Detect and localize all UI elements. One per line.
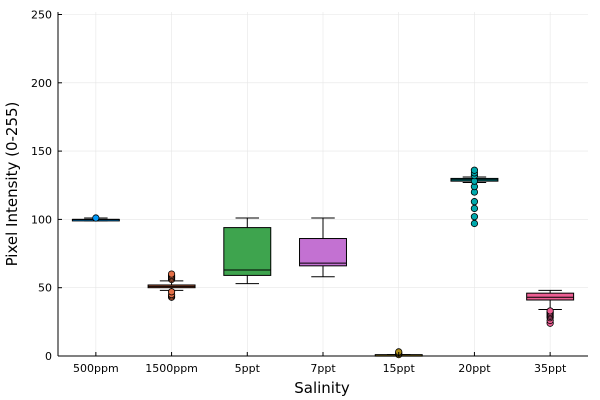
outlier-point <box>167 270 176 278</box>
box-35ppt <box>526 289 575 327</box>
box-20ppt <box>450 166 499 228</box>
x-tick-label: 5ppt <box>235 362 261 375</box>
tick-labels: 0 50 100 150 200 250 500ppm 1500ppm 5ppt 7ppt 15pp… <box>31 9 567 376</box>
outlier-point <box>470 166 479 174</box>
iqr-box <box>299 238 347 267</box>
grid-lines <box>58 12 588 357</box>
iqr-box <box>223 227 272 276</box>
iqr-box <box>526 292 575 301</box>
outlier-point <box>92 214 100 222</box>
y-tick-label: 200 <box>31 77 52 90</box>
axes <box>57 12 588 357</box>
box-5ppt <box>223 217 272 285</box>
y-tick-label: 100 <box>31 213 52 226</box>
box-1500ppm <box>147 270 196 301</box>
outlier-point <box>546 307 554 315</box>
outlier-point <box>167 288 176 296</box>
outlier-point <box>470 219 479 228</box>
x-axis-title: Salinity <box>294 379 350 397</box>
x-tick-label: 7ppt <box>310 362 336 375</box>
y-axis-title: Pixel Intensity (0-255) <box>3 102 21 267</box>
x-tick-label: 15ppt <box>383 362 416 375</box>
box-series <box>71 166 575 359</box>
x-tick-label: 500ppm <box>73 362 119 375</box>
box-500ppm <box>71 214 120 222</box>
x-tick-label: 20ppt <box>458 362 491 375</box>
y-tick-label: 50 <box>38 282 52 295</box>
y-tick-label: 250 <box>31 9 52 22</box>
x-tick-label: 35ppt <box>534 362 567 375</box>
outlier-point <box>470 204 479 213</box>
box-7ppt <box>299 217 347 278</box>
outlier-point <box>470 198 479 206</box>
y-tick-label: 0 <box>45 350 52 363</box>
x-tick-label: 1500ppm <box>145 362 198 375</box>
outlier-point <box>470 213 479 221</box>
y-tick-label: 150 <box>31 145 52 158</box>
